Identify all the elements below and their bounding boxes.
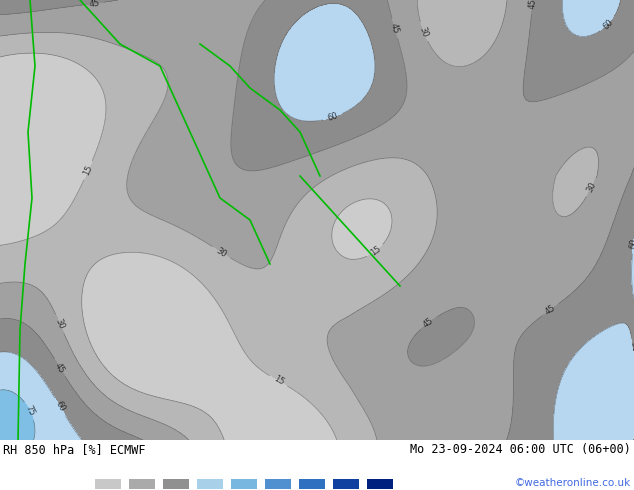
Text: 45: 45 xyxy=(53,361,67,375)
Text: 15: 15 xyxy=(369,245,382,258)
Text: 15: 15 xyxy=(82,164,94,177)
Text: 30: 30 xyxy=(53,317,66,330)
Text: 60: 60 xyxy=(601,17,615,31)
Text: 15: 15 xyxy=(271,374,285,388)
Text: 60: 60 xyxy=(327,111,339,123)
Bar xyxy=(129,479,155,489)
Text: ©weatheronline.co.uk: ©weatheronline.co.uk xyxy=(515,478,631,488)
Bar xyxy=(163,479,189,489)
Bar xyxy=(265,479,291,489)
Text: 60: 60 xyxy=(53,400,67,414)
Bar xyxy=(197,479,223,489)
Bar xyxy=(299,479,325,489)
Text: Mo 23-09-2024 06:00 UTC (06+00): Mo 23-09-2024 06:00 UTC (06+00) xyxy=(410,443,631,456)
Text: 45: 45 xyxy=(543,303,557,317)
Text: 45: 45 xyxy=(527,0,538,10)
Text: 75: 75 xyxy=(23,404,36,417)
Text: 30: 30 xyxy=(585,181,598,194)
Bar xyxy=(333,479,359,489)
Bar xyxy=(367,479,393,489)
Bar xyxy=(231,479,257,489)
Text: 45: 45 xyxy=(389,22,401,34)
Text: 30: 30 xyxy=(214,245,228,259)
Text: 45: 45 xyxy=(422,316,436,329)
Text: 60: 60 xyxy=(628,341,634,353)
Text: 60: 60 xyxy=(628,238,634,249)
Text: 45: 45 xyxy=(88,0,100,8)
Text: RH 850 hPa [%] ECMWF: RH 850 hPa [%] ECMWF xyxy=(3,443,145,456)
Text: 30: 30 xyxy=(418,25,430,38)
Bar xyxy=(95,479,121,489)
